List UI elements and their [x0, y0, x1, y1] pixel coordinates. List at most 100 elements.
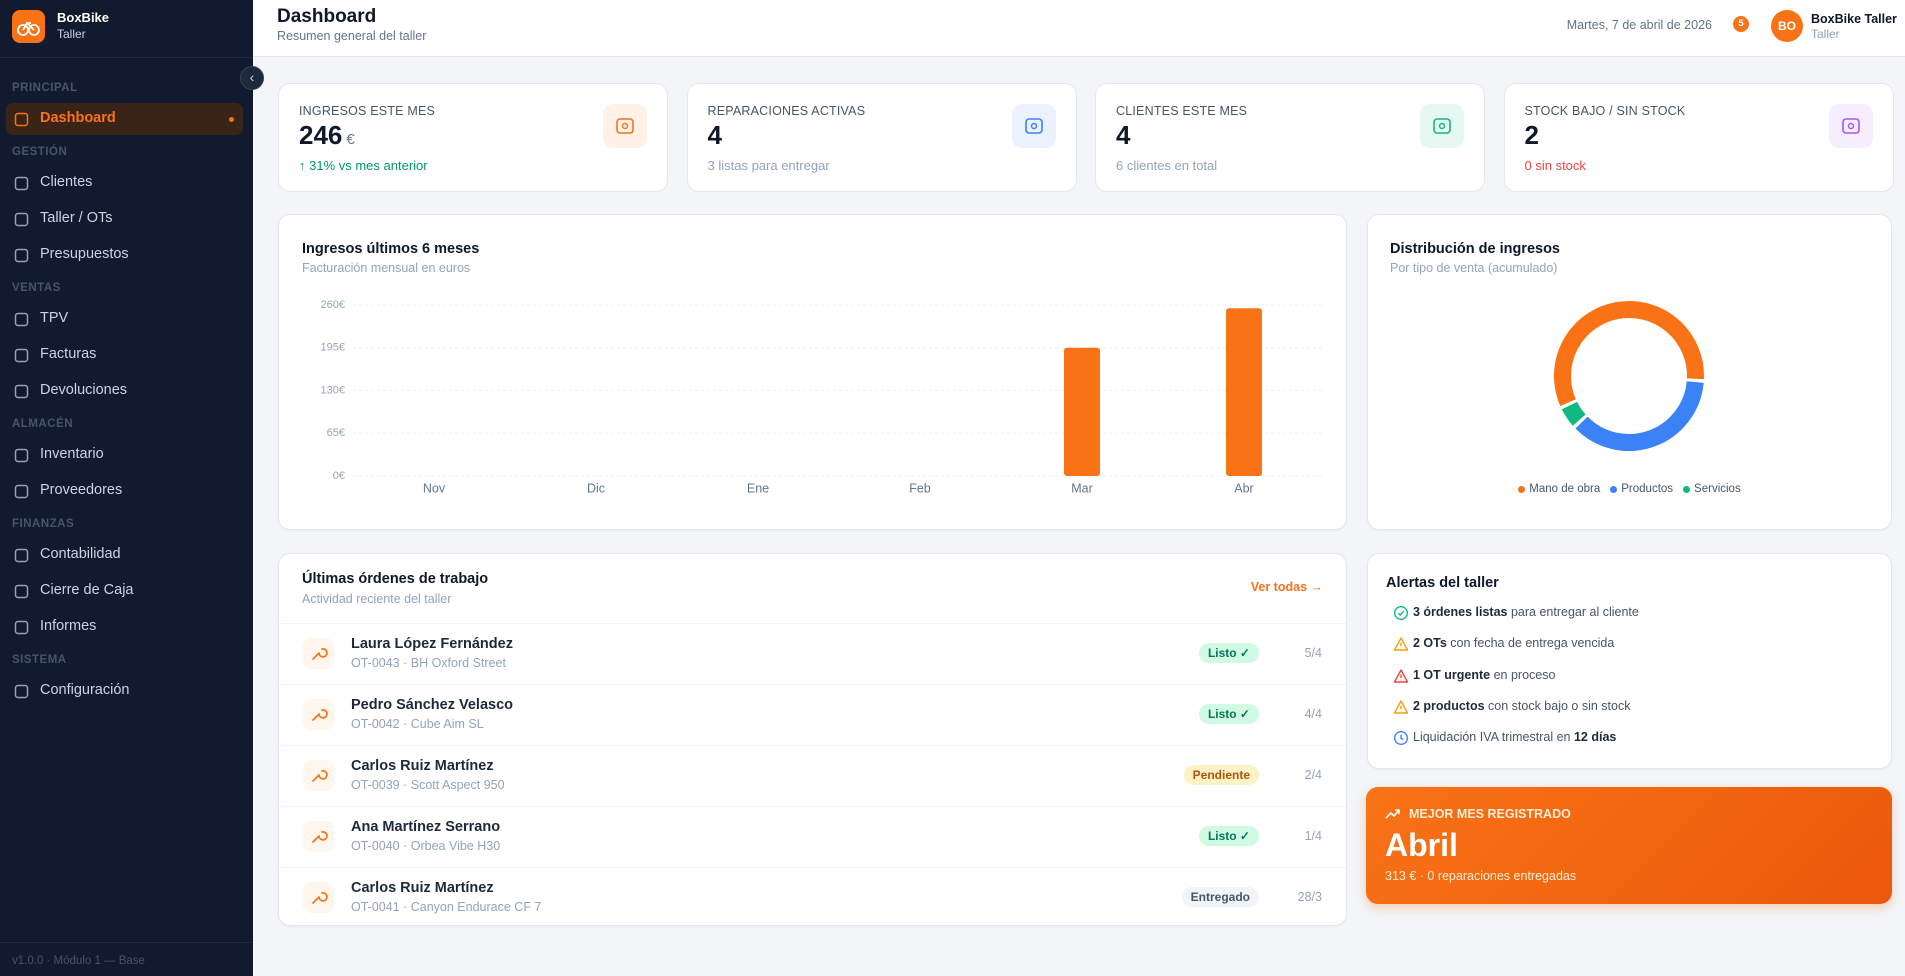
legend-label: Productos [1621, 483, 1674, 495]
nav-icon-svg [14, 384, 29, 399]
page-subtitle: Resumen general del taller [277, 29, 427, 43]
date: Martes, 7 de abril de 2026 [1566, 18, 1712, 32]
nav-item[interactable]: Informes [6, 611, 243, 643]
stat-label: STOCK BAJO / SIN STOCK [1524, 104, 1686, 118]
alert-text: 3 órdenes listas para entregar al client… [1413, 605, 1639, 619]
stat-card: CLIENTES ESTE MES 4 6 clientes en total [1095, 83, 1485, 192]
alert-span: con stock bajo o sin stock [1488, 698, 1631, 713]
nav-icon-svg [14, 112, 29, 127]
nav-label[interactable]: Inventario [40, 446, 104, 462]
status-pill: Listo ✓ [1198, 826, 1259, 846]
order-name: Ana Martínez Serrano [351, 819, 501, 835]
stat-sub: 3 listas para entregar [707, 158, 830, 173]
collapse-button[interactable]: ‹ [240, 66, 264, 90]
stat-value: 4 [707, 120, 722, 150]
stat-label: INGRESOS ESTE MES [299, 104, 436, 118]
nav-label[interactable]: Proveedores [40, 482, 123, 498]
version: v1.0.0 · Módulo 1 — Base [12, 955, 145, 967]
nav-label[interactable]: TPV [40, 310, 69, 326]
nav-icon-svg [14, 448, 29, 463]
nav-icon-svg [14, 584, 29, 599]
alert-strong: 12 días [1573, 730, 1617, 745]
divider [0, 57, 253, 58]
section-label: VENTAS [12, 282, 61, 294]
notification-badge[interactable]: 5 [1733, 16, 1749, 32]
header: Dashboard Resumen general del taller Mar… [253, 0, 1905, 57]
nav-label[interactable]: Cierre de Caja [40, 582, 134, 598]
order-row[interactable]: Pedro Sánchez Velasco OT-0042 · Cube Aim … [279, 684, 1346, 745]
status-pill: Pendiente [1183, 765, 1259, 785]
icon-shape [1393, 605, 1409, 621]
nav-label[interactable]: Facturas [40, 346, 97, 362]
order-date: 5/4 [1304, 646, 1322, 660]
nav-icon-svg [14, 312, 29, 327]
nav-label[interactable]: Presupuestos [40, 246, 129, 262]
sidebar: BoxBike Taller v1.0.0 · Módulo 1 — Base … [0, 0, 253, 976]
icon-shape [312, 892, 328, 904]
nav-label[interactable]: Devoluciones [40, 382, 128, 398]
wrench-icon [312, 648, 328, 660]
distribution-chart-card: Distribución de ingresos Por tipo de ven… [1367, 214, 1892, 530]
nav-item[interactable]: Configuración [6, 675, 243, 707]
nav-item[interactable]: Dashboard [6, 103, 243, 135]
stat-icon-svg [616, 118, 634, 134]
nav-item[interactable]: Taller / OTs [6, 203, 243, 235]
chart-title: Distribución de ingresos [1390, 241, 1560, 257]
stat-icon-svg [1024, 118, 1043, 134]
status-pill: Entregado [1181, 887, 1259, 907]
nav-icon [14, 548, 29, 563]
nav-item[interactable]: Clientes [6, 167, 243, 199]
legend-label: Mano de obra [1529, 483, 1601, 495]
stat-sub: 0 sin stock [1524, 158, 1586, 173]
user-name: BoxBike Taller [1811, 12, 1897, 26]
nav-item[interactable]: Devoluciones [6, 375, 243, 407]
alert-icon [1393, 605, 1409, 621]
nav-item[interactable]: Cierre de Caja [6, 575, 243, 607]
stat-label: REPARACIONES ACTIVAS [707, 104, 866, 118]
stat-value-row: 2 [1525, 120, 1539, 151]
nav-item[interactable]: Contabilidad [6, 539, 243, 571]
nav-item[interactable]: TPV [6, 303, 243, 335]
stat-card: STOCK BAJO / SIN STOCK 2 0 sin stock [1503, 83, 1894, 192]
order-name: Laura López Fernández [351, 636, 513, 652]
icon-shape [312, 709, 328, 721]
alert-span: para entregar al cliente [1510, 605, 1639, 619]
alert-text: 2 productos con stock bajo o sin stock [1413, 699, 1630, 713]
order-ref: OT-0043 · BH Oxford Street [351, 656, 506, 670]
nav-label[interactable]: Clientes [40, 174, 93, 190]
nav-label[interactable]: Taller / OTs [40, 210, 113, 226]
nav-item[interactable]: Proveedores [6, 475, 243, 507]
section-label: FINANZAS [12, 518, 75, 530]
nav-icon [14, 248, 29, 263]
nav-item[interactable]: Facturas [6, 339, 243, 371]
section-label: SISTEMA [12, 654, 67, 666]
divider [0, 942, 253, 943]
view-all-link[interactable]: Ver todas → [1250, 580, 1323, 594]
nav-icon [14, 584, 29, 599]
orders-title: Últimas órdenes de trabajo [302, 571, 489, 587]
order-name: Carlos Ruiz Martínez [351, 880, 494, 896]
order-row[interactable]: Ana Martínez Serrano OT-0040 · Orbea Vibe… [279, 806, 1346, 867]
stat-icon-svg [1841, 118, 1860, 134]
nav-item[interactable]: Inventario [6, 439, 243, 471]
nav-label[interactable]: Dashboard [40, 110, 116, 126]
order-row[interactable]: Carlos Ruiz Martínez OT-0041 · Canyon End… [279, 867, 1346, 928]
order-row[interactable]: Carlos Ruiz Martínez OT-0039 · Scott Aspe… [279, 745, 1346, 806]
nav-label[interactable]: Informes [40, 618, 97, 634]
nav-label[interactable]: Contabilidad [40, 546, 121, 562]
icon-shape [1438, 122, 1446, 130]
nav-label[interactable]: Configuración [40, 682, 130, 698]
alert-span: con fecha de entrega vencida [1450, 636, 1615, 651]
avatar[interactable]: BO [1771, 10, 1803, 42]
nav-item[interactable]: Presupuestos [6, 239, 243, 271]
stat-label: CLIENTES ESTE MES [1116, 104, 1248, 118]
y-tick-label: 65€ [327, 427, 345, 439]
stat-icon [1828, 104, 1873, 148]
x-tick-label: Dic [587, 481, 605, 495]
nav-icon-svg [14, 348, 29, 363]
alerts-card: Alertas del taller 3 órdenes listas para… [1367, 553, 1892, 769]
orders-card: Últimas órdenes de trabajo Actividad rec… [278, 553, 1347, 926]
active-dot [229, 117, 234, 122]
order-row[interactable]: Laura López Fernández OT-0043 · BH Oxford… [279, 623, 1346, 684]
